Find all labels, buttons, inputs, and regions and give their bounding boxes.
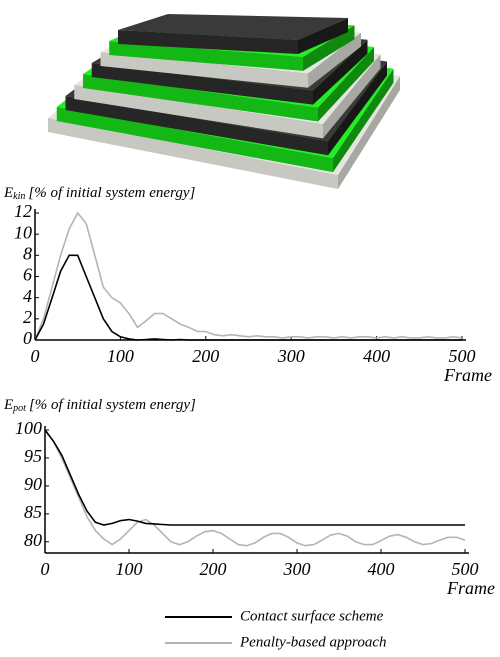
y-tick-label: 12: [14, 201, 32, 221]
x-tick-label: 200: [192, 346, 219, 366]
y-tick-label: 95: [24, 446, 42, 466]
y-tick-label: 4: [23, 286, 32, 306]
plate-side: [323, 54, 381, 139]
plate-side: [298, 18, 348, 54]
plate-side: [328, 61, 387, 156]
x-axis-label: Frame: [443, 365, 492, 385]
symbol: E: [3, 185, 13, 201]
plate-front: [109, 41, 303, 71]
x-tick-label: 0: [31, 346, 40, 366]
subscript: kin: [13, 191, 25, 202]
x-tick-label: 400: [368, 559, 395, 579]
y-tick-label: 0: [23, 328, 32, 348]
legend-label: Penalty-based approach: [239, 634, 387, 650]
series-line: [34, 211, 463, 341]
plate-side: [333, 68, 394, 173]
x-tick-label: 100: [116, 559, 143, 579]
plate-front: [56, 107, 333, 173]
y-tick-label: 6: [23, 265, 32, 285]
y-tick-label: 80: [24, 530, 42, 550]
y-tick-label: 90: [24, 474, 42, 494]
plate-stack: [48, 14, 400, 189]
y-axis-label: Ekin [% of initial system energy]: [3, 185, 195, 202]
subscript: pot: [12, 403, 26, 414]
plate-front: [91, 63, 313, 105]
plate-top: [118, 14, 348, 40]
series-line: [44, 429, 465, 526]
y-tick-label: 85: [24, 502, 42, 522]
plate-side: [308, 32, 361, 88]
y-tick-label: 8: [23, 243, 32, 263]
symbol: E: [3, 397, 13, 413]
y-axis-label: Epot [% of initial system energy]: [3, 397, 196, 414]
x-tick-label: 400: [363, 346, 390, 366]
x-tick-label: 300: [277, 346, 305, 366]
plate-front: [74, 85, 323, 139]
y-tick-label: 100: [15, 418, 42, 438]
plate-side: [303, 25, 355, 71]
x-axis-label: Frame: [446, 578, 495, 598]
unit: [% of initial system energy]: [28, 185, 195, 201]
y-tick-label: 2: [23, 307, 32, 327]
plate-front: [100, 52, 308, 88]
series-line: [34, 254, 462, 341]
x-tick-label: 0: [41, 559, 50, 579]
plate-side: [313, 39, 368, 105]
legend-label: Contact surface scheme: [240, 608, 384, 624]
unit: [% of initial system energy]: [29, 397, 196, 413]
x-tick-label: 200: [200, 559, 227, 579]
plate-front: [83, 74, 318, 122]
series-line: [44, 429, 466, 547]
x-tick-label: 500: [452, 559, 479, 579]
plate-side: [318, 47, 374, 122]
x-tick-label: 300: [283, 559, 311, 579]
plate-front: [118, 30, 298, 54]
x-tick-label: 500: [449, 346, 476, 366]
plate-front: [65, 96, 328, 156]
plate-side: [338, 76, 400, 189]
y-tick-label: 10: [14, 222, 32, 242]
x-tick-label: 100: [107, 346, 134, 366]
plate-front: [48, 118, 338, 189]
